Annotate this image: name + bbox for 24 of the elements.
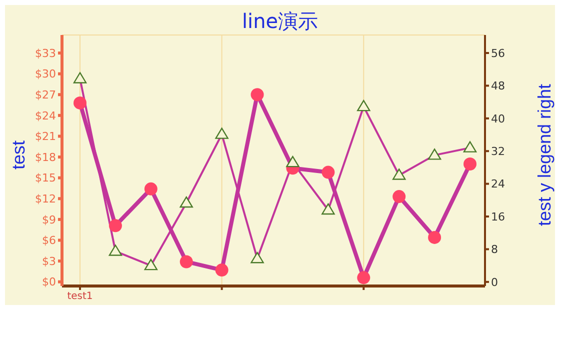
y-tick-label: $24 bbox=[35, 109, 56, 122]
y2-axis-title: test y legend right bbox=[534, 84, 556, 226]
y-tick-label: $33 bbox=[35, 46, 56, 60]
y2-tick-label: 32 bbox=[491, 145, 505, 158]
y2-tick-label: 16 bbox=[491, 210, 505, 224]
y2-tick-label: 40 bbox=[491, 112, 505, 126]
y2-tick-label: 48 bbox=[491, 80, 505, 93]
y2-tick-label: 24 bbox=[491, 178, 505, 191]
y-tick-label: $27 bbox=[35, 88, 56, 102]
y-tick-label: $18 bbox=[35, 150, 56, 164]
y-tick-label: $21 bbox=[35, 130, 56, 144]
chart-title: line演示 bbox=[240, 8, 320, 35]
y-tick-label: $3 bbox=[42, 254, 56, 268]
y2-tick-label: 0 bbox=[491, 276, 498, 289]
y-axis-title: test bbox=[8, 140, 30, 170]
y-tick-label: $30 bbox=[35, 68, 56, 81]
y-tick-label: $9 bbox=[42, 213, 56, 226]
y-tick-label: $12 bbox=[35, 192, 56, 206]
y-tick-label: $0 bbox=[42, 276, 56, 289]
y-tick-label: $6 bbox=[42, 234, 56, 248]
y2-tick-label: 56 bbox=[491, 46, 505, 60]
x-tick-label: test1 bbox=[67, 291, 93, 302]
y2-tick-label: 8 bbox=[491, 243, 498, 256]
y-tick-label: $15 bbox=[35, 172, 56, 185]
